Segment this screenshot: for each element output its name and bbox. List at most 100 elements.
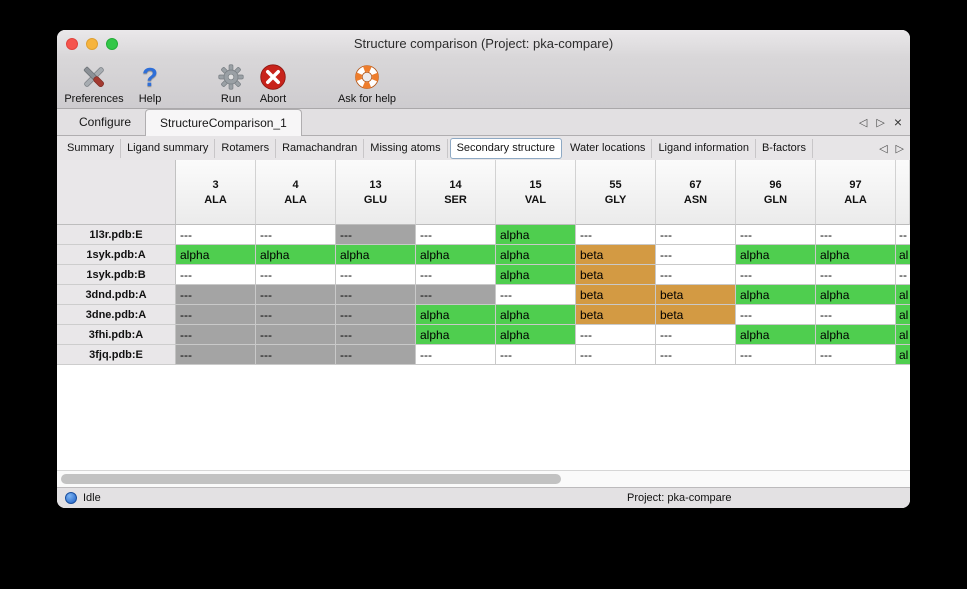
column-header-4-ALA[interactable]: 4 ALA	[256, 160, 336, 225]
ask-for-help-button[interactable]: Ask for help	[327, 61, 407, 105]
ss-cell[interactable]: beta	[576, 305, 656, 325]
ss-cell[interactable]: ---	[736, 305, 816, 325]
ss-cell[interactable]: ---	[656, 265, 736, 285]
ss-cell[interactable]: ---	[336, 345, 416, 365]
ss-cell[interactable]: ---	[176, 265, 256, 285]
ss-cell[interactable]: ---	[656, 245, 736, 265]
row-header[interactable]: 3dnd.pdb:A	[57, 285, 176, 305]
ss-cell[interactable]: ---	[496, 285, 576, 305]
report-tab-b-factors[interactable]: B-factors	[756, 138, 813, 158]
ss-cell[interactable]: ---	[336, 225, 416, 245]
report-tab-scroll-right-icon[interactable]: ▷	[895, 142, 904, 155]
ss-cell[interactable]: alpha	[816, 285, 896, 305]
tab-structurecomparison-1[interactable]: StructureComparison_1	[145, 109, 302, 136]
ss-cell[interactable]: ---	[336, 265, 416, 285]
row-header[interactable]: 1syk.pdb:B	[57, 265, 176, 285]
ss-cell[interactable]: ---	[256, 265, 336, 285]
report-tab-missing-atoms[interactable]: Missing atoms	[364, 138, 448, 158]
tab-close-icon[interactable]: ×	[893, 114, 902, 130]
tab-scroll-left-icon[interactable]: ◁	[858, 116, 868, 129]
abort-button[interactable]: Abort	[251, 61, 295, 105]
report-tab-secondary-structure[interactable]: Secondary structure	[449, 137, 563, 159]
ss-cell-partial[interactable]: al	[896, 245, 910, 265]
ss-cell[interactable]: ---	[416, 285, 496, 305]
ss-cell[interactable]: ---	[256, 285, 336, 305]
row-header[interactable]: 3fhi.pdb:A	[57, 325, 176, 345]
ss-cell-partial[interactable]: al	[896, 285, 910, 305]
title-bar[interactable]: Structure comparison (Project: pka-compa…	[57, 30, 910, 57]
report-tab-ramachandran[interactable]: Ramachandran	[276, 138, 365, 158]
row-header[interactable]: 1syk.pdb:A	[57, 245, 176, 265]
ss-cell[interactable]: ---	[816, 225, 896, 245]
ss-cell[interactable]: ---	[816, 305, 896, 325]
report-tab-summary[interactable]: Summary	[61, 138, 122, 158]
ss-cell[interactable]: alpha	[176, 245, 256, 265]
ss-cell[interactable]: alpha	[736, 285, 816, 305]
ss-cell[interactable]: alpha	[416, 325, 496, 345]
tab-configure[interactable]: Configure	[79, 115, 132, 129]
horizontal-scrollbar[interactable]	[57, 470, 910, 487]
tab-scroll-right-icon[interactable]: ▷	[876, 116, 885, 129]
preferences-button[interactable]: Preferences	[62, 61, 126, 105]
ss-cell[interactable]: ---	[256, 305, 336, 325]
ss-cell[interactable]: ---	[656, 325, 736, 345]
row-header[interactable]: 1l3r.pdb:E	[57, 225, 176, 245]
ss-cell[interactable]: alpha	[416, 245, 496, 265]
ss-cell[interactable]: ---	[656, 225, 736, 245]
ss-cell[interactable]: ---	[416, 225, 496, 245]
ss-cell[interactable]: ---	[576, 325, 656, 345]
column-header-15-VAL[interactable]: 15 VAL	[496, 160, 576, 225]
ss-cell[interactable]: ---	[576, 225, 656, 245]
ss-cell[interactable]: alpha	[816, 245, 896, 265]
ss-cell[interactable]: ---	[256, 345, 336, 365]
column-header-partial[interactable]	[896, 160, 910, 225]
ss-cell[interactable]: ---	[176, 305, 256, 325]
report-tab-ligand-summary[interactable]: Ligand summary	[121, 138, 216, 158]
row-header[interactable]: 3fjq.pdb:E	[57, 345, 176, 365]
ss-cell-partial[interactable]: --	[896, 225, 910, 245]
ss-cell[interactable]: beta	[576, 285, 656, 305]
ss-cell[interactable]: alpha	[736, 245, 816, 265]
ss-cell[interactable]: ---	[416, 345, 496, 365]
column-header-3-ALA[interactable]: 3 ALA	[176, 160, 256, 225]
ss-cell[interactable]: ---	[176, 225, 256, 245]
report-tab-scroll-left-icon[interactable]: ◁	[879, 142, 888, 155]
ss-cell[interactable]: ---	[256, 225, 336, 245]
ss-cell[interactable]: ---	[736, 265, 816, 285]
ss-cell[interactable]: ---	[176, 345, 256, 365]
ss-cell-partial[interactable]: --	[896, 265, 910, 285]
ss-cell[interactable]: alpha	[416, 305, 496, 325]
ss-cell[interactable]: alpha	[496, 225, 576, 245]
run-button[interactable]: Run	[211, 61, 251, 105]
scrollbar-thumb[interactable]	[61, 474, 561, 484]
ss-cell-partial[interactable]: al	[896, 325, 910, 345]
ss-cell[interactable]: beta	[576, 265, 656, 285]
ss-cell[interactable]: ---	[656, 345, 736, 365]
ss-cell[interactable]: alpha	[336, 245, 416, 265]
ss-cell[interactable]: alpha	[256, 245, 336, 265]
ss-cell[interactable]: alpha	[496, 325, 576, 345]
ss-cell[interactable]: beta	[656, 305, 736, 325]
ss-cell[interactable]: ---	[816, 345, 896, 365]
close-window-button[interactable]	[66, 37, 78, 50]
column-header-97-ALA[interactable]: 97 ALA	[816, 160, 896, 225]
help-button[interactable]: ? Help	[130, 61, 170, 106]
ss-cell[interactable]: ---	[176, 285, 256, 305]
ss-cell[interactable]: ---	[256, 325, 336, 345]
ss-cell[interactable]: ---	[816, 265, 896, 285]
report-tab-ligand-information[interactable]: Ligand information	[652, 138, 756, 158]
ss-cell-partial[interactable]: al	[896, 305, 910, 325]
ss-cell[interactable]: alpha	[736, 325, 816, 345]
minimize-window-button[interactable]	[86, 37, 98, 50]
ss-cell[interactable]: beta	[576, 245, 656, 265]
ss-cell[interactable]: ---	[336, 305, 416, 325]
column-header-13-GLU[interactable]: 13 GLU	[336, 160, 416, 225]
ss-cell[interactable]: ---	[416, 265, 496, 285]
ss-cell[interactable]: ---	[576, 345, 656, 365]
ss-cell[interactable]: ---	[736, 345, 816, 365]
ss-cell[interactable]: alpha	[496, 305, 576, 325]
column-header-55-GLY[interactable]: 55 GLY	[576, 160, 656, 225]
ss-cell[interactable]: alpha	[496, 245, 576, 265]
row-header[interactable]: 3dne.pdb:A	[57, 305, 176, 325]
zoom-window-button[interactable]	[106, 37, 118, 50]
